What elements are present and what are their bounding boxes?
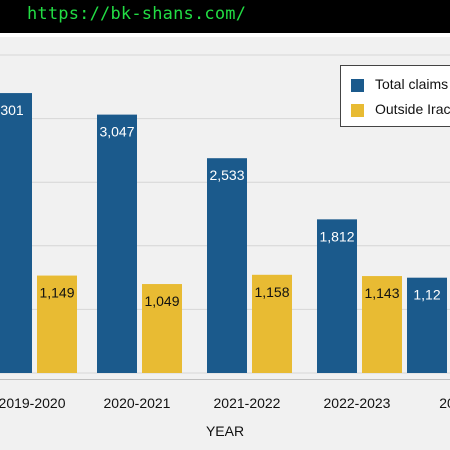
chart-legend: Total claims Outside Irac <box>340 65 450 127</box>
bar-total-1 <box>97 114 137 373</box>
bar-total-3 <box>317 219 357 373</box>
x-axis-line <box>0 379 450 380</box>
url-text: https://bk-shans.com/ <box>27 4 247 24</box>
data-label-outside-0: 1,149 <box>39 285 74 301</box>
data-label-total-1: 3,047 <box>99 124 134 140</box>
data-label-total-0: 301 <box>0 102 24 118</box>
x-tick-label: 2019-2020 <box>0 395 66 411</box>
legend-label-outside: Outside Irac <box>375 101 450 117</box>
data-label-total-3: 1,812 <box>319 228 354 244</box>
x-tick-label: 2020-2021 <box>104 395 171 411</box>
data-label-outside-1: 1,049 <box>144 293 179 309</box>
x-axis-label: YEAR <box>205 423 245 439</box>
bar-total-0 <box>0 93 32 374</box>
bar-total-4 <box>407 277 447 373</box>
data-label-total-4: 1,12 <box>413 287 440 303</box>
x-tick-label: 20 <box>439 395 450 411</box>
x-tick-label: 2021-2022 <box>214 395 281 411</box>
bar-total-2 <box>207 158 247 373</box>
data-label-outside-3: 1,143 <box>364 285 399 301</box>
url-overlay: https://bk-shans.com/ <box>0 0 450 33</box>
bar-outside-1 <box>142 284 182 373</box>
bar-outside-3 <box>362 276 402 373</box>
legend-swatch-outside <box>351 104 364 117</box>
data-label-total-2: 2,533 <box>209 167 244 183</box>
bar-outside-0 <box>37 275 77 373</box>
x-tick-label: 2022-2023 <box>324 395 391 411</box>
data-label-outside-2: 1,158 <box>254 284 289 300</box>
legend-swatch-total-claims <box>351 79 364 92</box>
legend-label-total-claims: Total claims <box>375 76 449 92</box>
x-axis-band <box>0 379 450 450</box>
bar-outside-2 <box>252 274 292 373</box>
